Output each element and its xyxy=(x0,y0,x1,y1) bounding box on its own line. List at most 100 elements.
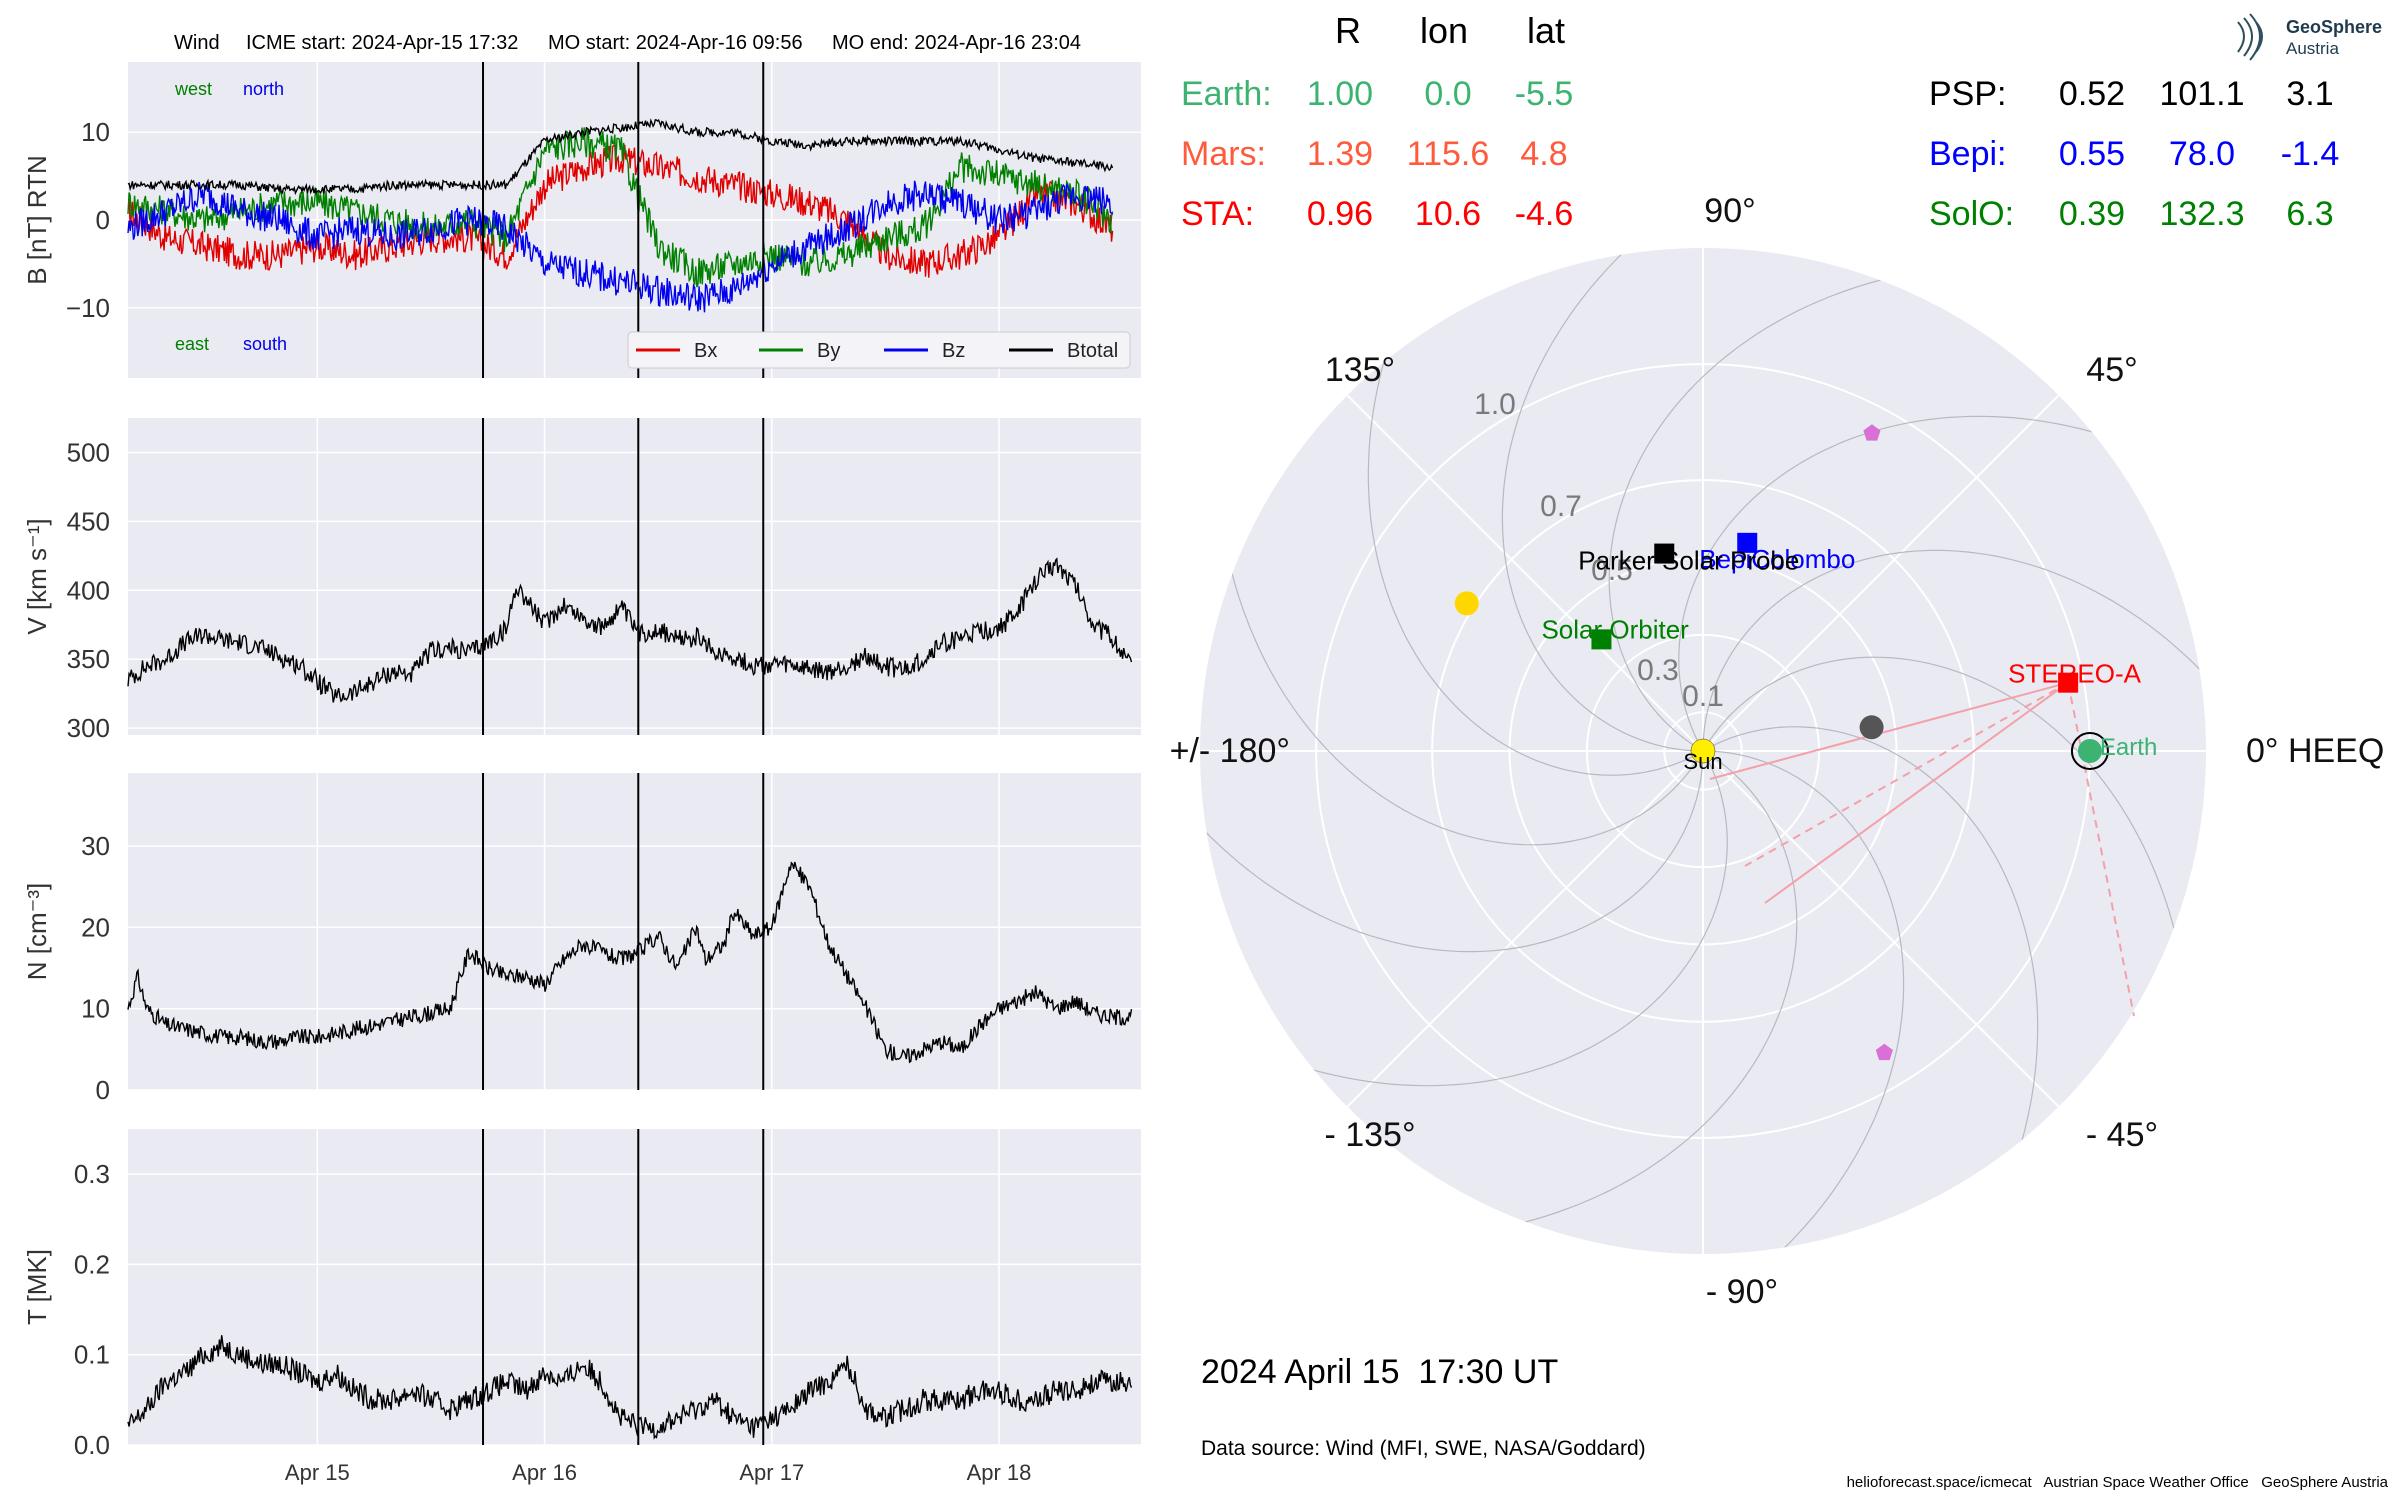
row-lon-mars: 115.6 xyxy=(1407,135,1490,173)
magnetic-field-panel: 10 0 −10 B [nT] RTN xyxy=(22,62,1141,378)
quadrant-label-east: east xyxy=(175,334,209,354)
body-label-sun: Sun xyxy=(1683,749,1722,774)
row-name-earth: Earth: xyxy=(1181,75,1272,113)
extra-marker-2 xyxy=(1863,424,1881,441)
sta-line-0 xyxy=(1709,681,2069,780)
spiral-5 xyxy=(1608,264,1969,752)
magnetic-field-series-bx xyxy=(127,144,1114,278)
row-r-earth: 1.00 xyxy=(1307,75,1373,113)
row-name-mars: Mars: xyxy=(1181,135,1266,173)
data-source: Data source: Wind (MFI, SWE, NASA/Goddar… xyxy=(1201,1437,1646,1460)
angle-label-am45: - 45° xyxy=(2086,1116,2158,1154)
logo-line1: GeoSphere xyxy=(2286,17,2382,37)
row-lat-psp: 3.1 xyxy=(2286,75,2333,113)
angular-grid-135 xyxy=(1346,394,1704,752)
row-r-sta: 0.96 xyxy=(1307,195,1373,233)
xtick-label-0: Apr 15 xyxy=(285,1460,350,1485)
sta-field-of-view-lines xyxy=(1709,681,2135,1017)
body-label-bepicolombo: BepiColombo xyxy=(1699,544,1855,574)
speed-ytick-label-0: 500 xyxy=(67,437,110,467)
quadrant-label-south: south xyxy=(243,334,287,354)
angle-label-am90: - 90° xyxy=(1706,1273,1778,1311)
density-ylabel: N [cm⁻³] xyxy=(22,883,52,981)
speed-ytick-label-2: 400 xyxy=(67,575,110,605)
temperature-panel: 0.3 0.2 0.1 0.0 T [MK] xyxy=(22,1129,1141,1460)
body-marker-earth xyxy=(2077,739,2102,763)
extra-marker-0 xyxy=(1859,715,1884,740)
quadrant-label-west: west xyxy=(174,79,212,99)
temperature-ytick-label-0: 0.3 xyxy=(74,1159,110,1189)
legend-label-by: By xyxy=(817,340,840,362)
spiral-6 xyxy=(1501,248,1704,752)
speed-ylabel: V [km s⁻¹] xyxy=(22,518,52,634)
speed-ytick-label-3: 350 xyxy=(67,644,110,674)
body-label-solar-orbiter: Solar Orbiter xyxy=(1541,614,1689,644)
angle-label-a0: 0° HEEQ xyxy=(2246,732,2384,770)
body-marker-bepicolombo xyxy=(1737,532,1758,553)
magnetic-field-ytick-label-1: 0 xyxy=(96,205,110,235)
angle-label-a135: 135° xyxy=(1325,351,1395,389)
radial-tick-label-2: 0.5 xyxy=(1591,554,1633,587)
sta-line-3 xyxy=(2067,682,2135,1017)
spiral-4 xyxy=(1678,415,2176,752)
temperature-ytick-label-1: 0.2 xyxy=(74,1249,110,1279)
row-lat-earth: -5.5 xyxy=(1515,75,1574,113)
radial-tick-label-0: 0.1 xyxy=(1682,680,1724,713)
quadrant-label-north: north xyxy=(243,79,284,99)
speed-plot-area xyxy=(128,418,1141,735)
polar-position-plot: 0.10.3 0.5 0.7 1.0 0° HEEQ 45° 90° 135° +/- 180°… xyxy=(1170,192,2385,1311)
body-label-parker-solar-probe: Parker Solar Probe xyxy=(1578,546,1799,576)
xtick-label-3: Apr 18 xyxy=(967,1460,1032,1485)
density-series-n xyxy=(127,861,1133,1064)
angular-grid-225 xyxy=(1346,750,1704,1108)
xtick-label-1: Apr 16 xyxy=(512,1460,577,1485)
credits: helioforecast.space/icmecat Austrian Spa… xyxy=(1847,1474,2389,1491)
row-lat-mars: 4.8 xyxy=(1520,135,1567,173)
logo: GeoSphere Austria xyxy=(2237,13,2382,61)
body-label-earth: Earth xyxy=(2100,734,2157,761)
header-lon: lon xyxy=(1420,10,1468,51)
temperature-plot-area xyxy=(128,1129,1141,1445)
angular-grid-315 xyxy=(1702,750,2060,1108)
xtick-label-2: Apr 17 xyxy=(739,1460,804,1485)
extra-marker-1 xyxy=(1454,591,1479,616)
row-r-solo: 0.39 xyxy=(2059,195,2125,233)
row-name-bepi: Bepi: xyxy=(1929,135,2007,173)
angular-grid-45 xyxy=(1702,394,2060,752)
row-name-psp: PSP: xyxy=(1929,75,2006,113)
sta-line-1 xyxy=(1764,681,2069,904)
row-lat-bepi: -1.4 xyxy=(2281,135,2340,173)
speed-ytick-label-1: 450 xyxy=(67,506,110,536)
density-ytick-label-0: 30 xyxy=(81,831,110,861)
temperature-ytick-label-2: 0.1 xyxy=(74,1340,110,1370)
row-lon-psp: 101.1 xyxy=(2159,75,2244,113)
radial-tick-label-3: 0.7 xyxy=(1540,490,1582,523)
plot-datetime: 2024 April 15 17:30 UT xyxy=(1201,1353,1558,1391)
magnetic-field-series-bz xyxy=(127,180,1114,313)
row-lon-solo: 132.3 xyxy=(2159,195,2244,233)
temperature-series-t xyxy=(127,1335,1133,1440)
body-marker-stereo-a xyxy=(2058,672,2079,693)
spiral-3 xyxy=(1702,549,2206,752)
geosphere-logo-icon xyxy=(2237,13,2263,61)
density-panel: 30 20 10 0 N [cm⁻³] xyxy=(22,773,1141,1105)
row-name-solo: SolO: xyxy=(1929,195,2014,233)
legend-box xyxy=(627,331,1131,369)
sta-line-2 xyxy=(1744,681,2069,867)
speed-series-v xyxy=(127,557,1133,703)
magnetic-field-series-by xyxy=(127,127,1114,288)
header-lat: lat xyxy=(1527,10,1565,51)
row-r-psp: 0.52 xyxy=(2059,75,2125,113)
header-icme-start: ICME start: 2024-Apr-15 17:32 xyxy=(246,32,518,54)
row-lon-earth: 0.0 xyxy=(1424,75,1471,113)
radial-tick-label-4: 1.0 xyxy=(1474,388,1516,421)
extra-marker-3 xyxy=(1875,1043,1893,1061)
density-ytick-label-3: 0 xyxy=(96,1075,110,1105)
spiral-7 xyxy=(1367,278,1704,776)
angle-label-am135: - 135° xyxy=(1324,1116,1415,1154)
spiral-11 xyxy=(1437,750,1798,1238)
density-plot-area xyxy=(128,773,1141,1090)
row-lon-bepi: 78.0 xyxy=(2169,135,2235,173)
